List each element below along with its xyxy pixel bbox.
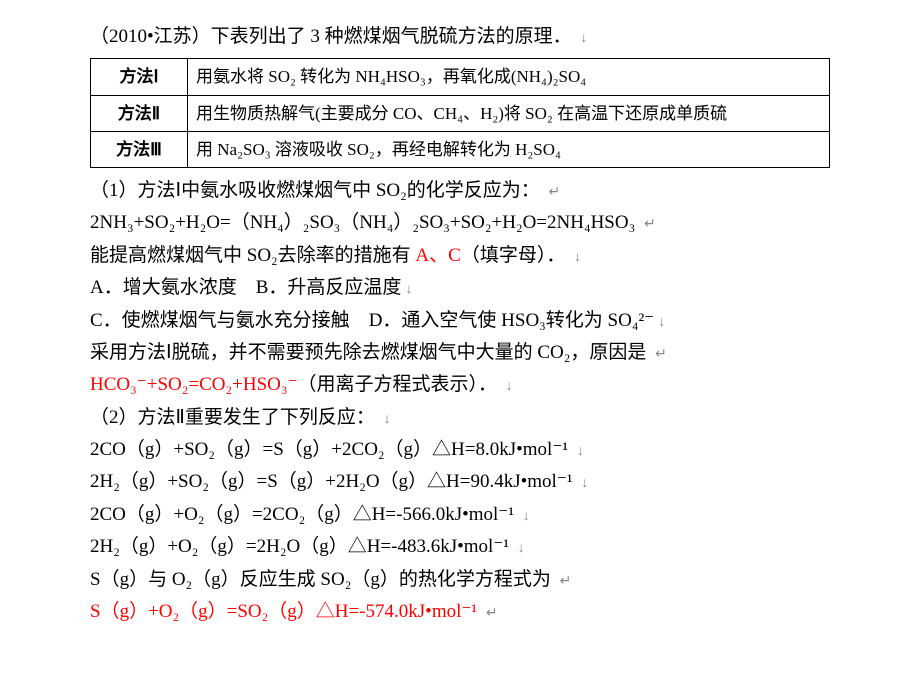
cell-desc: 用生物质热解气(主要成分 CO、CH₄、H₂)将 SO₂ 在高温下还原成单质硫 xyxy=(188,95,830,131)
q1-text: （1）方法Ⅰ中氨水吸收燃煤烟气中 SO₂的化学反应为： xyxy=(90,180,540,201)
header-text: （2010•江苏）下表列出了 3 种燃煤烟气脱硫方法的原理． xyxy=(90,26,572,47)
q2-eq4-text: 2H₂（g）+O₂（g）=2H₂O（g）△H=-483.6kJ•mol⁻¹ xyxy=(90,536,509,557)
table-row: 方法Ⅱ 用生物质热解气(主要成分 CO、CH₄、H₂)将 SO₂ 在高温下还原成… xyxy=(91,95,830,131)
option-a: A．增大氨水浓度 xyxy=(90,277,237,298)
header-line: （2010•江苏）下表列出了 3 种燃煤烟气脱硫方法的原理． ↓ xyxy=(90,22,830,52)
q1-ion-eq: HCO₃⁻+SO₂=CO₂+HSO₃⁻ xyxy=(90,374,298,395)
q2-eq2: 2H₂（g）+SO₂（g）=S（g）+2H₂O（g）△H=90.4kJ•mol⁻… xyxy=(90,467,830,497)
q2-l2: S（g）与 O₂（g）反应生成 SO₂（g）的热化学方程式为 xyxy=(90,569,551,590)
q1-ion: HCO₃⁻+SO₂=CO₂+HSO₃⁻（用离子方程式表示）． ↓ xyxy=(90,370,830,400)
q2-eq1: 2CO（g）+SO₂（g）=S（g）+2CO₂（g）△H=8.0kJ•mol⁻¹… xyxy=(90,435,830,465)
q2-eq4: 2H₂（g）+O₂（g）=2H₂O（g）△H=-483.6kJ•mol⁻¹ ↓ xyxy=(90,532,830,562)
q2-ans-text: S（g）+O₂（g）=SO₂（g）△H=-574.0kJ•mol⁻¹ xyxy=(90,601,477,622)
q1-line2: 能提高燃煤烟气中 SO₂去除率的措施有 A、C（填字母）． ↓ xyxy=(90,241,830,271)
q1-ion-tail: （用离子方程式表示）． xyxy=(298,374,498,395)
arrow-icon: ↓ xyxy=(577,444,584,459)
arrow-icon: ↓ xyxy=(405,282,412,297)
q1-eq-text: 2NH₃+SO₂+H₂O=（NH₄）₂SO₃（NH₄）₂SO₃+SO₂+H₂O=… xyxy=(90,212,635,233)
q1-l3: 采用方法Ⅰ脱硫，并不需要预先除去燃煤烟气中大量的 CO₂，原因是 xyxy=(90,342,646,363)
arrow-icon: ↓ xyxy=(506,379,513,394)
cell-method: 方法Ⅱ xyxy=(91,95,188,131)
cell-desc: 用 Na₂SO₃ 溶液吸收 SO₂，再经电解转化为 H₂SO₄ xyxy=(188,131,830,167)
q1-answer: A、C xyxy=(415,245,460,266)
arrow-icon: ↵ xyxy=(549,185,561,200)
cell-method: 方法Ⅲ xyxy=(91,131,188,167)
cell-method: 方法Ⅰ xyxy=(91,59,188,95)
arrow-icon: ↓ xyxy=(518,541,525,556)
q2-line2: S（g）与 O₂（g）反应生成 SO₂（g）的热化学方程式为 ↵ xyxy=(90,565,830,595)
cell-desc: 用氨水将 SO₂ 转化为 NH₄HSO₃，再氧化成(NH₄)₂SO₄ xyxy=(188,59,830,95)
option-d: D．通入空气使 HSO₃转化为 SO₄²⁻ xyxy=(369,310,655,331)
q1-line1: （1）方法Ⅰ中氨水吸收燃煤烟气中 SO₂的化学反应为： ↵ xyxy=(90,176,830,206)
arrow-icon: ↓ xyxy=(581,476,588,491)
table-row: 方法Ⅲ 用 Na₂SO₃ 溶液吸收 SO₂，再经电解转化为 H₂SO₄ xyxy=(91,131,830,167)
arrow-icon: ↓ xyxy=(658,315,665,330)
options-cd: C．使燃煤烟气与氨水充分接触 D．通入空气使 HSO₃转化为 SO₄²⁻↓ xyxy=(90,306,830,336)
q2-answer: S（g）+O₂（g）=SO₂（g）△H=-574.0kJ•mol⁻¹ ↵ xyxy=(90,597,830,627)
q1-l2b: （填字母）． xyxy=(461,245,566,266)
document-content: （2010•江苏）下表列出了 3 种燃煤烟气脱硫方法的原理． ↓ 方法Ⅰ 用氨水… xyxy=(0,0,920,649)
arrow-icon: ↵ xyxy=(486,606,498,621)
option-c: C．使燃煤烟气与氨水充分接触 xyxy=(90,310,350,331)
options-ab: A．增大氨水浓度 B．升高反应温度↓ xyxy=(90,273,830,303)
arrow-icon: ↵ xyxy=(560,574,572,589)
q2-eq2-text: 2H₂（g）+SO₂（g）=S（g）+2H₂O（g）△H=90.4kJ•mol⁻… xyxy=(90,471,573,492)
q1-eq: 2NH₃+SO₂+H₂O=（NH₄）₂SO₃（NH₄）₂SO₃+SO₂+H₂O=… xyxy=(90,208,830,238)
arrow-icon: ↓ xyxy=(523,509,530,524)
arrow-icon: ↓ xyxy=(384,412,391,427)
arrow-icon: ↓ xyxy=(574,250,581,265)
arrow-icon: ↵ xyxy=(655,347,667,362)
q2-eq1-text: 2CO（g）+SO₂（g）=S（g）+2CO₂（g）△H=8.0kJ•mol⁻¹ xyxy=(90,439,568,460)
arrow-icon: ↓ xyxy=(580,31,587,46)
q2-eq3: 2CO（g）+O₂（g）=2CO₂（g）△H=-566.0kJ•mol⁻¹ ↓ xyxy=(90,500,830,530)
option-b: B．升高反应温度 xyxy=(256,277,402,298)
q1-l2a: 能提高燃煤烟气中 SO₂去除率的措施有 xyxy=(90,245,415,266)
table-row: 方法Ⅰ 用氨水将 SO₂ 转化为 NH₄HSO₃，再氧化成(NH₄)₂SO₄ xyxy=(91,59,830,95)
q1-line3: 采用方法Ⅰ脱硫，并不需要预先除去燃煤烟气中大量的 CO₂，原因是 ↵ xyxy=(90,338,830,368)
q2-l1: （2）方法Ⅱ重要发生了下列反应： xyxy=(90,407,375,428)
q2-line1: （2）方法Ⅱ重要发生了下列反应： ↓ xyxy=(90,403,830,433)
q2-eq3-text: 2CO（g）+O₂（g）=2CO₂（g）△H=-566.0kJ•mol⁻¹ xyxy=(90,504,514,525)
methods-table: 方法Ⅰ 用氨水将 SO₂ 转化为 NH₄HSO₃，再氧化成(NH₄)₂SO₄ 方… xyxy=(90,58,830,168)
arrow-icon: ↵ xyxy=(644,217,656,232)
